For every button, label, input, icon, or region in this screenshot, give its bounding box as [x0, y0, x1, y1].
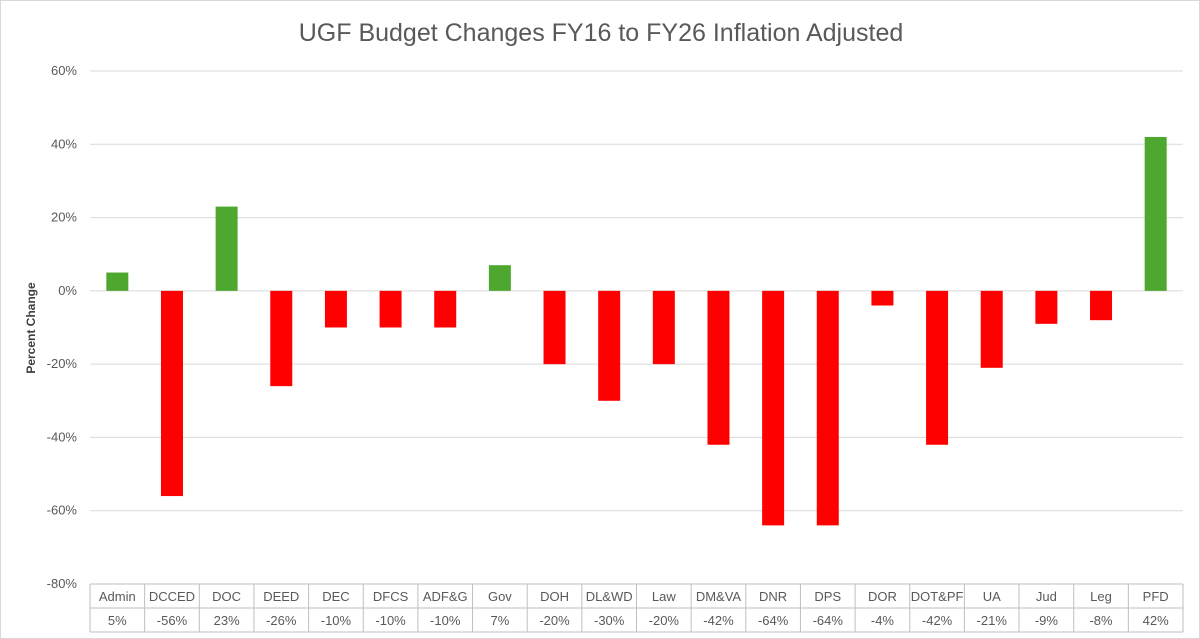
category-label: PFD: [1143, 589, 1169, 604]
category-label: DOC: [212, 589, 241, 604]
y-tick-label: 40%: [51, 136, 77, 151]
data-value-label: -30%: [594, 613, 625, 628]
category-label: DCCED: [149, 589, 195, 604]
bar-leg: [1090, 290, 1113, 321]
y-tick-label: -40%: [47, 429, 78, 444]
bar-dec: [324, 290, 347, 328]
y-axis-label: Percent Change: [24, 282, 38, 374]
data-value-label: 5%: [108, 613, 127, 628]
bar-dps: [816, 290, 839, 526]
bar-dcced: [160, 290, 183, 497]
data-value-label: -56%: [157, 613, 188, 628]
bar-dfcs: [379, 290, 402, 328]
y-tick-label: 20%: [51, 210, 77, 225]
category-label: Admin: [99, 589, 136, 604]
category-label: Jud: [1036, 589, 1057, 604]
category-label: ADF&G: [423, 589, 468, 604]
data-value-label: -21%: [977, 613, 1008, 628]
data-value-label: -10%: [430, 613, 461, 628]
data-value-label: -10%: [375, 613, 406, 628]
category-label: DOT&PF: [911, 589, 964, 604]
data-value-label: -20%: [539, 613, 570, 628]
category-label: UA: [983, 589, 1001, 604]
data-value-label: 23%: [214, 613, 240, 628]
category-label: Gov: [488, 589, 512, 604]
category-label: DFCS: [373, 589, 409, 604]
data-value-label: -9%: [1035, 613, 1059, 628]
data-value-label: -64%: [758, 613, 789, 628]
data-value-label: -4%: [871, 613, 895, 628]
y-tick-label: -60%: [47, 503, 78, 518]
data-value-label: -10%: [321, 613, 352, 628]
category-label: Law: [652, 589, 676, 604]
bar-deed: [270, 290, 293, 387]
category-label: DOH: [540, 589, 569, 604]
y-axis-ticks: 60% 40% 20% 0% -20% -40% -60% -80%: [47, 63, 78, 591]
data-value-label: -64%: [813, 613, 844, 628]
data-value-label: -20%: [649, 613, 680, 628]
data-value-label: -26%: [266, 613, 297, 628]
bar-ua: [980, 290, 1003, 368]
category-label: DEED: [263, 589, 299, 604]
category-label: DL&WD: [586, 589, 633, 604]
data-value-label: -42%: [703, 613, 734, 628]
bar-adf-g: [434, 290, 457, 328]
data-table: Admin 5% DCCED -56% DOC 23% DEED -26% DEC -10% DFC…: [89, 583, 1184, 633]
chart-title: UGF Budget Changes FY16 to FY26 Inflatio…: [299, 19, 904, 47]
category-label: Leg: [1090, 589, 1112, 604]
bars: [106, 136, 1167, 526]
bar-jud: [1035, 290, 1058, 324]
gridlines: [90, 70, 1183, 585]
y-tick-label: 0%: [58, 283, 77, 298]
bar-dl-wd: [598, 290, 621, 401]
bar-dm-va: [707, 290, 730, 445]
bar-admin: [106, 272, 129, 291]
bar-doc: [215, 206, 238, 291]
bar-dor: [871, 290, 894, 306]
bar-doh: [543, 290, 566, 365]
data-value-label: 42%: [1143, 613, 1169, 628]
bar-pfd: [1144, 136, 1167, 291]
y-tick-label: 60%: [51, 63, 77, 78]
bar-law: [652, 290, 675, 365]
data-value-label: 7%: [490, 613, 509, 628]
bar-gov: [488, 265, 511, 291]
category-label: DOR: [868, 589, 897, 604]
data-value-label: -8%: [1089, 613, 1113, 628]
bar-dot-pf: [926, 290, 949, 445]
bar-dnr: [762, 290, 785, 526]
category-label: DPS: [814, 589, 841, 604]
category-label: DM&VA: [696, 589, 742, 604]
y-tick-label: -80%: [47, 576, 78, 591]
category-label: DNR: [759, 589, 787, 604]
data-value-label: -42%: [922, 613, 953, 628]
category-label: DEC: [322, 589, 349, 604]
y-tick-label: -20%: [47, 356, 78, 371]
